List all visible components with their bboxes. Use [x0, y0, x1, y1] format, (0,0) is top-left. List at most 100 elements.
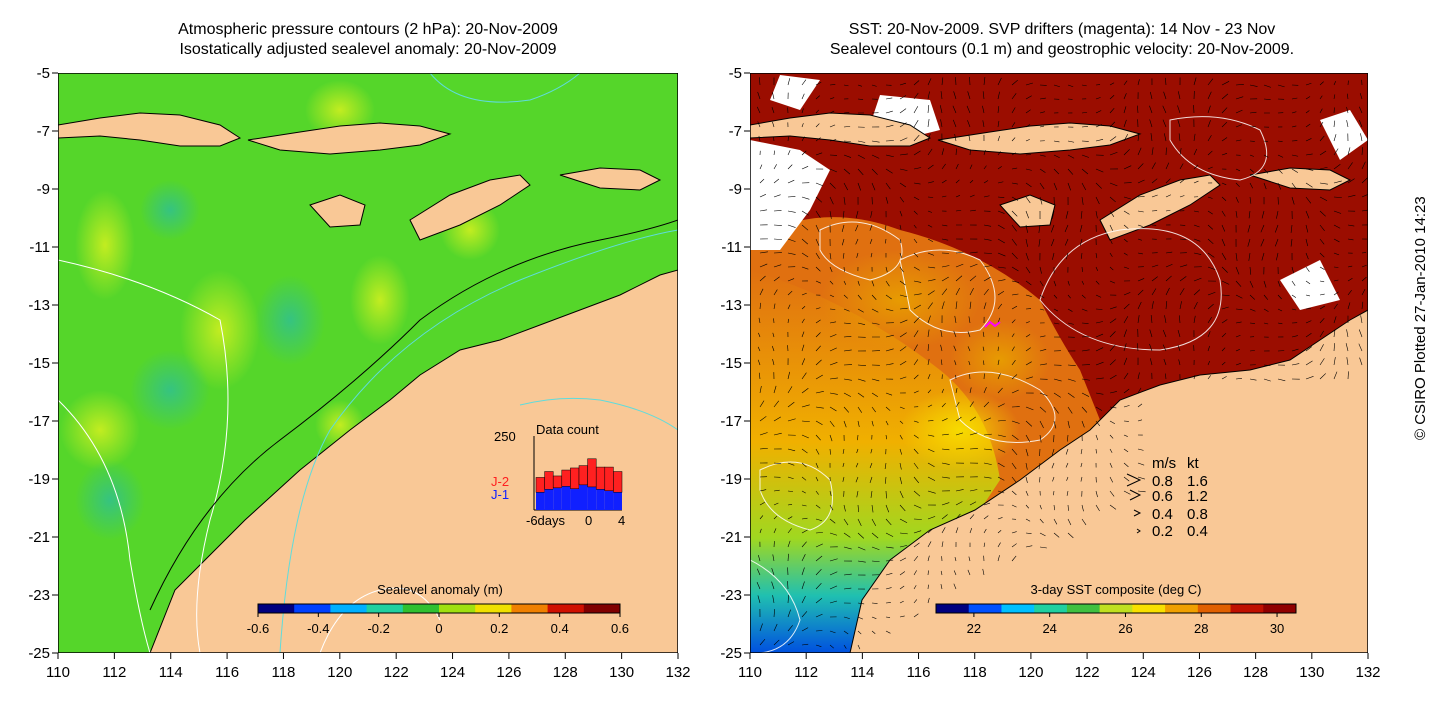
velocity-vector: [1305, 360, 1313, 366]
velocity-vector: [1163, 91, 1167, 100]
velocity-vector: [829, 434, 833, 442]
velocity-vector: [1039, 335, 1046, 338]
velocity-vector: [829, 347, 837, 352]
velocity-vector: [1109, 448, 1113, 453]
velocity-row3-kt: 0.8: [1187, 506, 1208, 523]
velocity-vector: [1137, 343, 1139, 352]
velocity-vector: [1290, 224, 1293, 233]
velocity-vector: [1305, 280, 1311, 285]
velocity-vector: [1067, 434, 1069, 442]
velocity-vector: [997, 120, 1000, 128]
velocity-vector: [1346, 120, 1349, 128]
velocity-vector: [1276, 210, 1279, 219]
velocity-vector: [955, 301, 958, 310]
velocity-vector: [899, 376, 907, 380]
velocity-vector: [1177, 119, 1181, 128]
velocity-vector: [1235, 321, 1242, 324]
velocity-vector: [1095, 392, 1104, 395]
velocity-vector: [1235, 124, 1242, 128]
velocity-vector: [871, 322, 880, 325]
velocity-vector: [1123, 93, 1127, 100]
velocity-vector: [843, 420, 847, 428]
velocity-vector: [1011, 79, 1018, 86]
inset-bar-j1: [553, 487, 562, 510]
velocity-vector: [1025, 210, 1029, 219]
velocity-vector: [801, 79, 807, 86]
velocity-vector: [913, 266, 920, 271]
velocity-vector: [1081, 111, 1088, 114]
velocity-vector: [1221, 121, 1228, 128]
velocity-vector: [1066, 490, 1069, 496]
right-colorbar-tick-label: 22: [967, 621, 981, 636]
velocity-vector: [1065, 252, 1069, 260]
velocity-vector: [759, 489, 767, 492]
velocity-vector: [983, 502, 991, 506]
velocity-vector: [1123, 448, 1129, 453]
velocity-vector: [1081, 406, 1088, 413]
velocity-vector: [899, 137, 908, 142]
velocity-vector: [927, 329, 930, 338]
velocity-vector: [885, 363, 894, 366]
velocity-vector: [801, 292, 807, 296]
left-xtick-label: 126: [496, 664, 521, 681]
velocity-vector: [1067, 504, 1069, 511]
velocity-vector: [759, 386, 762, 394]
velocity-vector: [899, 153, 908, 156]
velocity-vector: [815, 374, 823, 380]
velocity-vector: [1053, 322, 1060, 325]
velocity-vector: [899, 420, 904, 424]
velocity-vector: [1319, 344, 1324, 352]
velocity-vector: [940, 570, 943, 576]
velocity-vector: [787, 304, 791, 310]
velocity-vector: [871, 546, 880, 551]
velocity-vector: [801, 517, 808, 520]
velocity-vector: [1333, 291, 1339, 296]
velocity-vector: [1207, 91, 1212, 100]
velocity-vector: [1067, 392, 1075, 398]
velocity-vector: [913, 490, 921, 497]
velocity-vector: [772, 92, 775, 100]
velocity-vector: [759, 400, 765, 408]
velocity-vector: [1150, 91, 1153, 100]
velocity-vector: [927, 279, 936, 282]
velocity-vector: [1109, 434, 1114, 439]
velocity-vector: [941, 514, 948, 520]
velocity-vector: [841, 224, 845, 232]
velocity-vector: [967, 569, 971, 576]
velocity-vector: [1067, 280, 1070, 286]
velocity-vector: [1150, 315, 1153, 324]
velocity-vector: [969, 194, 975, 198]
velocity-vector: [1095, 139, 1104, 142]
velocity-vector: [773, 609, 775, 618]
velocity-vector: [1333, 196, 1342, 198]
velocity-vector: [1081, 420, 1085, 428]
velocity-vector: [927, 181, 934, 184]
velocity-vector: [1039, 406, 1047, 413]
velocity-vector: [1333, 357, 1336, 366]
velocity-vector: [1137, 462, 1145, 466]
velocity-vector: [1179, 315, 1181, 324]
velocity-vector: [899, 532, 908, 535]
velocity-vector: [801, 490, 806, 494]
velocity-vector: [757, 595, 761, 604]
velocity-vector: [829, 334, 837, 338]
inset-bar-j1: [570, 488, 579, 510]
velocity-vector: [1347, 238, 1354, 241]
left-colorbar-swatch: [511, 604, 549, 613]
velocity-vector: [801, 196, 810, 200]
velocity-vector: [1109, 359, 1116, 366]
velocity-vector: [997, 419, 1006, 422]
velocity-vector: [1123, 405, 1130, 408]
velocity-vector: [1263, 322, 1269, 325]
velocity-vector: [1207, 166, 1213, 170]
velocity-vector: [1235, 334, 1241, 338]
velocity-vector: [787, 238, 796, 242]
velocity-vector: [1053, 182, 1058, 191]
velocity-vector: [1052, 476, 1055, 482]
velocity-vector: [1249, 111, 1257, 114]
velocity-vector: [1347, 302, 1351, 310]
velocity-vector: [941, 301, 945, 310]
velocity-vector: [927, 164, 934, 170]
velocity-vector: [1053, 490, 1055, 496]
velocity-vector: [1123, 292, 1131, 296]
